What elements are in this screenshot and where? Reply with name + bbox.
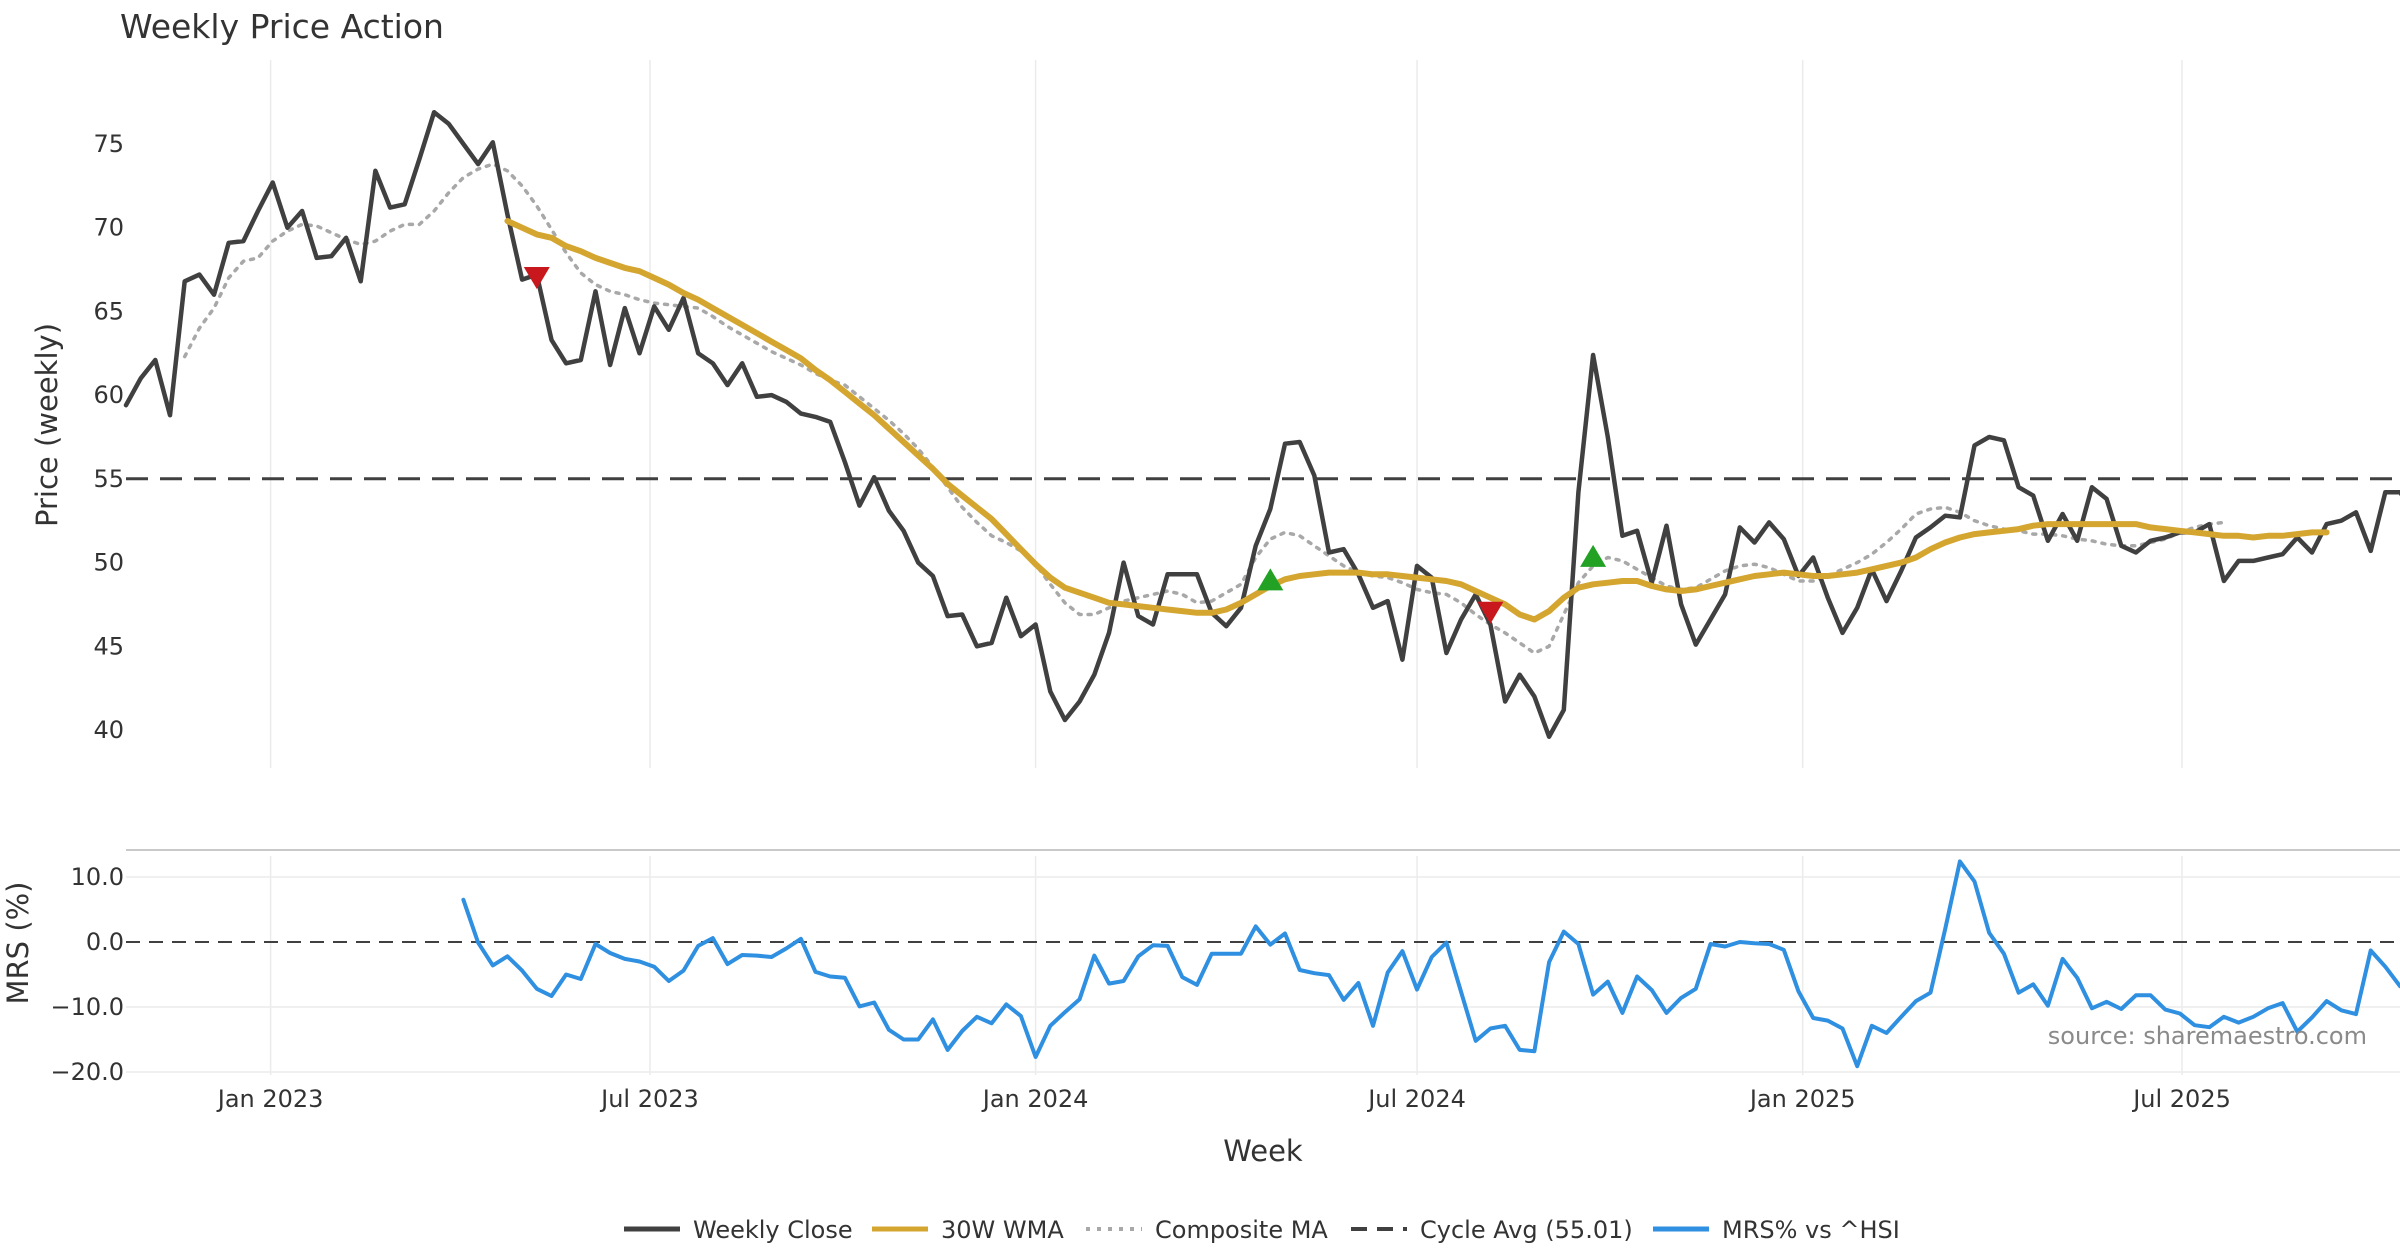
price-y-tick-label: 40 bbox=[93, 716, 124, 744]
mrs-x-gridlines bbox=[269, 856, 2183, 1075]
price-y-tick-label: 70 bbox=[93, 214, 124, 242]
mrs-series-line bbox=[461, 859, 2400, 1069]
x-tick-label: Jul 2024 bbox=[1366, 1085, 1466, 1113]
mrs-y-gridlines bbox=[126, 876, 2400, 1073]
x-tick-labels: Jan 2023 Jul 2023 Jan 2024 Jul 2024 Jan 2025… bbox=[216, 1085, 2231, 1113]
legend-label: 30W WMA bbox=[941, 1216, 1064, 1244]
price-y-tick-labels: 75 70 65 60 55 50 45 40 bbox=[93, 130, 124, 744]
mrs-y-tick-labels: 10.0 0.0 −10.0 −20.0 bbox=[50, 863, 124, 1086]
price-y-tick-label: 60 bbox=[93, 381, 124, 409]
weekly-close-line bbox=[123, 109, 2400, 739]
legend-label: Weekly Close bbox=[693, 1216, 853, 1244]
buy-signal-marker bbox=[1580, 544, 1607, 567]
x-tick-label: Jul 2025 bbox=[2131, 1085, 2231, 1113]
x-axis-label: Week bbox=[1223, 1134, 1303, 1168]
price-y-tick-label: 75 bbox=[93, 130, 124, 158]
chart-title: Weekly Price Action bbox=[120, 7, 444, 46]
legend-label: MRS% vs ^HSI bbox=[1722, 1216, 1900, 1244]
x-tick-label: Jan 2025 bbox=[1748, 1085, 1856, 1113]
price-y-tick-label: 50 bbox=[93, 549, 124, 577]
mrs-y-tick-label: 0.0 bbox=[86, 928, 124, 956]
price-x-gridlines bbox=[269, 60, 2183, 768]
composite-ma-line bbox=[182, 162, 2226, 655]
price-series-lines bbox=[123, 109, 2400, 739]
chart-legend: Weekly Close 30W WMA Composite MA Cycle Avg… bbox=[624, 1216, 1900, 1244]
sell-signal-marker bbox=[523, 266, 550, 289]
x-tick-label: Jul 2023 bbox=[599, 1085, 699, 1113]
mrs-y-axis-label: MRS (%) bbox=[1, 882, 35, 1005]
signal-markers bbox=[523, 266, 1607, 624]
wma-30w-line bbox=[504, 218, 2330, 623]
price-y-axis-label: Price (weekly) bbox=[30, 323, 64, 527]
mrs-y-tick-label: −20.0 bbox=[50, 1058, 124, 1086]
legend-label: Composite MA bbox=[1155, 1216, 1328, 1244]
mrs-y-tick-label: 10.0 bbox=[71, 863, 124, 891]
sell-signal-marker bbox=[1477, 601, 1504, 624]
legend-label: Cycle Avg (55.01) bbox=[1420, 1216, 1633, 1244]
source-note: source: sharemaestro.com bbox=[2048, 1022, 2367, 1050]
price-y-tick-label: 55 bbox=[93, 465, 124, 493]
mrs-y-tick-label: −10.0 bbox=[50, 993, 124, 1021]
price-y-tick-label: 65 bbox=[93, 297, 124, 325]
mrs-line bbox=[461, 859, 2400, 1069]
buy-signal-marker bbox=[1257, 568, 1284, 591]
price-y-tick-label: 45 bbox=[93, 632, 124, 660]
x-tick-label: Jan 2024 bbox=[981, 1085, 1089, 1113]
x-tick-label: Jan 2023 bbox=[216, 1085, 324, 1113]
